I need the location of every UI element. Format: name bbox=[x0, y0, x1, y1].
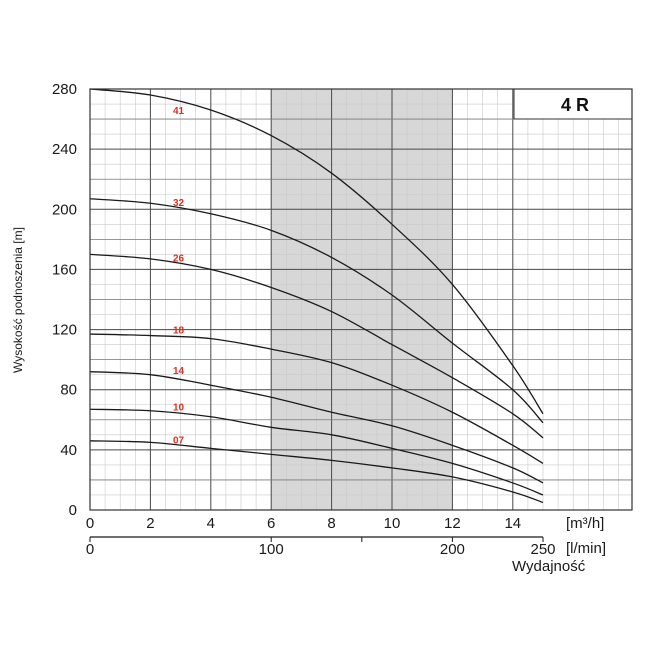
curve-07 bbox=[89, 440, 544, 504]
y-tick-label: 280 bbox=[52, 81, 77, 98]
model-label: 4 R bbox=[561, 95, 589, 115]
curve-41 bbox=[89, 88, 544, 415]
x2-tick-label: 0 bbox=[86, 541, 94, 558]
curve-label-26: 26 bbox=[173, 253, 185, 264]
y-axis-label: Wysokość podnoszenia [m] bbox=[11, 227, 25, 373]
y-tick-label: 40 bbox=[60, 442, 77, 459]
x2-tick-label: 250 bbox=[530, 541, 555, 558]
y-tick-label: 200 bbox=[52, 201, 77, 218]
model-label-box bbox=[513, 88, 633, 120]
y-tick-label: 120 bbox=[52, 322, 77, 339]
x2-tick-label: 100 bbox=[259, 541, 284, 558]
x-tick-label: 14 bbox=[504, 515, 521, 532]
x-tick-label: 0 bbox=[86, 515, 94, 532]
x-tick-label: 10 bbox=[384, 515, 401, 532]
curve-18 bbox=[89, 333, 544, 464]
x-tick-label: 6 bbox=[267, 515, 275, 532]
x2-tick-label: 200 bbox=[440, 541, 465, 558]
x-tick-label: 4 bbox=[207, 515, 215, 532]
curve-label-41: 41 bbox=[173, 106, 185, 117]
y-tick-label: 0 bbox=[69, 502, 77, 519]
x-axis-unit-bottom: [l/min] bbox=[566, 540, 606, 557]
curve-32 bbox=[89, 198, 544, 424]
curve-26 bbox=[89, 253, 544, 439]
x-tick-label: 2 bbox=[146, 515, 154, 532]
y-tick-label: 160 bbox=[52, 261, 77, 278]
x-tick-label: 8 bbox=[327, 515, 335, 532]
curve-14 bbox=[89, 371, 544, 484]
curve-10 bbox=[89, 408, 544, 496]
curve-label-18: 18 bbox=[173, 326, 185, 337]
curve-label-10: 10 bbox=[173, 402, 185, 413]
y-tick-label: 80 bbox=[60, 382, 77, 399]
curve-label-32: 32 bbox=[173, 198, 185, 209]
y-tick-label: 240 bbox=[52, 141, 77, 158]
curve-label-14: 14 bbox=[173, 366, 185, 377]
curve-label-07: 07 bbox=[173, 435, 185, 446]
x-axis-unit-top: [m³/h] bbox=[566, 515, 604, 532]
plot-frame bbox=[89, 88, 633, 511]
x-tick-label: 12 bbox=[444, 515, 461, 532]
x-axis-label: Wydajność bbox=[512, 558, 586, 575]
